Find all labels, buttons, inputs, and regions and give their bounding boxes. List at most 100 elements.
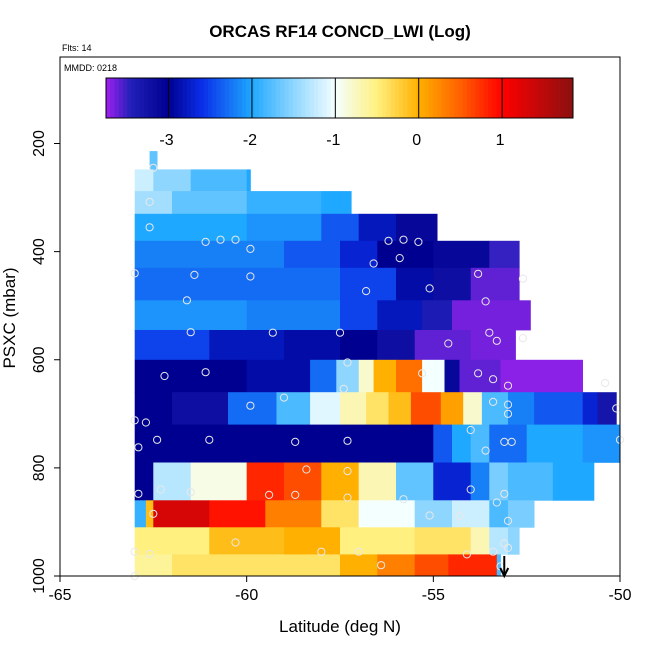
colorbar-cell xyxy=(203,78,209,118)
heatmap-cell xyxy=(246,191,322,215)
data-point xyxy=(246,272,255,281)
y-tick-label: 1000 xyxy=(31,558,48,594)
colorbar-cell xyxy=(522,78,527,118)
heatmap-cell xyxy=(310,392,341,425)
data-point xyxy=(343,467,352,476)
heatmap-cell xyxy=(358,500,416,528)
colorbar-cell xyxy=(144,78,149,118)
heatmap-cell xyxy=(310,359,337,393)
colorbar-cell xyxy=(458,78,464,118)
colorbar-cell xyxy=(500,78,506,118)
colorbar-cell xyxy=(165,78,171,118)
colorbar-cell xyxy=(254,78,260,118)
heatmap-cell xyxy=(396,267,434,301)
data-point xyxy=(418,369,427,378)
colorbar-cell xyxy=(271,78,277,118)
colorbar-cell xyxy=(229,78,234,118)
data-point xyxy=(160,371,169,381)
data-point xyxy=(455,511,464,520)
data-point xyxy=(291,490,300,499)
data-point xyxy=(339,384,348,393)
data-point xyxy=(462,550,471,559)
plot-frame xyxy=(59,56,621,577)
heatmap-cell xyxy=(508,462,554,501)
colorbar-cell xyxy=(437,78,442,118)
data-point xyxy=(481,446,490,455)
heatmap-cell xyxy=(134,554,173,577)
data-point xyxy=(343,358,352,367)
heatmap-cell xyxy=(433,267,471,301)
heatmap-cell xyxy=(414,330,472,361)
mmdd-label: MMDD: 0218 xyxy=(64,63,117,73)
data-point xyxy=(231,235,240,244)
data-point xyxy=(153,435,162,444)
colorbar-cell xyxy=(301,78,307,118)
data-point xyxy=(503,381,513,390)
colorbar-cell xyxy=(263,78,268,118)
y-tick-label: 200 xyxy=(31,130,48,157)
heatmap-cell xyxy=(340,240,378,269)
heatmap-cell xyxy=(336,359,360,393)
data-point xyxy=(145,223,154,232)
data-point xyxy=(149,509,158,518)
data-point xyxy=(500,489,509,498)
data-point xyxy=(399,495,408,504)
colorbar-cell xyxy=(449,78,455,118)
heatmap-cell xyxy=(172,191,248,215)
colorbar-cell xyxy=(131,78,137,118)
colorbar-cell xyxy=(110,78,115,118)
heatmap-cell xyxy=(496,554,501,577)
colorbar-cell xyxy=(386,78,391,118)
heatmap-cell xyxy=(396,213,438,242)
data-point xyxy=(466,485,475,494)
data-point xyxy=(503,409,513,418)
colorbar-cell xyxy=(488,78,493,118)
colorbar-cell xyxy=(505,78,510,118)
heatmap-cell xyxy=(134,359,248,393)
heatmap-cell xyxy=(534,392,583,425)
data-point xyxy=(317,547,326,556)
colorbar-cell xyxy=(428,78,434,118)
data-point xyxy=(279,393,289,402)
colorbar-cell xyxy=(445,78,451,118)
data-point xyxy=(186,488,195,497)
data-point xyxy=(246,244,255,253)
colorbar-cell xyxy=(258,78,264,118)
heatmap-cell xyxy=(452,424,472,463)
data-point xyxy=(216,235,225,244)
heatmap-cell xyxy=(134,240,285,269)
colorbar-cell xyxy=(224,78,230,118)
colorbar-cell xyxy=(152,78,158,118)
colorbar-cell xyxy=(492,78,498,118)
colorbar-cell xyxy=(246,78,251,118)
colorbar-cell xyxy=(122,78,128,118)
heatmap-cell xyxy=(358,213,397,242)
heatmap-cell xyxy=(396,462,434,501)
x-axis-label: Latitude (deg N) xyxy=(279,617,401,636)
colorbar-tick-label: -2 xyxy=(243,132,257,149)
colorbar-cell xyxy=(547,78,553,118)
colorbar-cell xyxy=(398,78,404,118)
data-point xyxy=(384,236,393,245)
heatmap-cell xyxy=(321,213,359,242)
data-point xyxy=(145,549,154,558)
x-tick-label: -50 xyxy=(608,587,631,604)
heatmap-cell xyxy=(134,169,154,192)
heatmap-cell xyxy=(500,359,583,393)
heatmap-cell xyxy=(340,527,416,555)
heatmap-cell xyxy=(246,359,311,393)
heatmap-cell xyxy=(340,554,378,577)
colorbar-cell xyxy=(551,78,557,118)
colorbar-cell xyxy=(318,78,324,118)
colorbar-cell xyxy=(356,78,362,118)
heatmap-cell xyxy=(452,500,490,528)
data-point xyxy=(156,485,165,494)
heatmap-cell xyxy=(246,169,251,192)
heatmap-cell xyxy=(149,151,158,170)
heatmap-cell xyxy=(433,424,453,463)
data-point xyxy=(190,270,199,279)
data-point xyxy=(485,328,494,337)
data-point xyxy=(425,284,434,293)
heatmap-cell xyxy=(377,240,434,269)
heatmap-layer xyxy=(134,151,621,577)
